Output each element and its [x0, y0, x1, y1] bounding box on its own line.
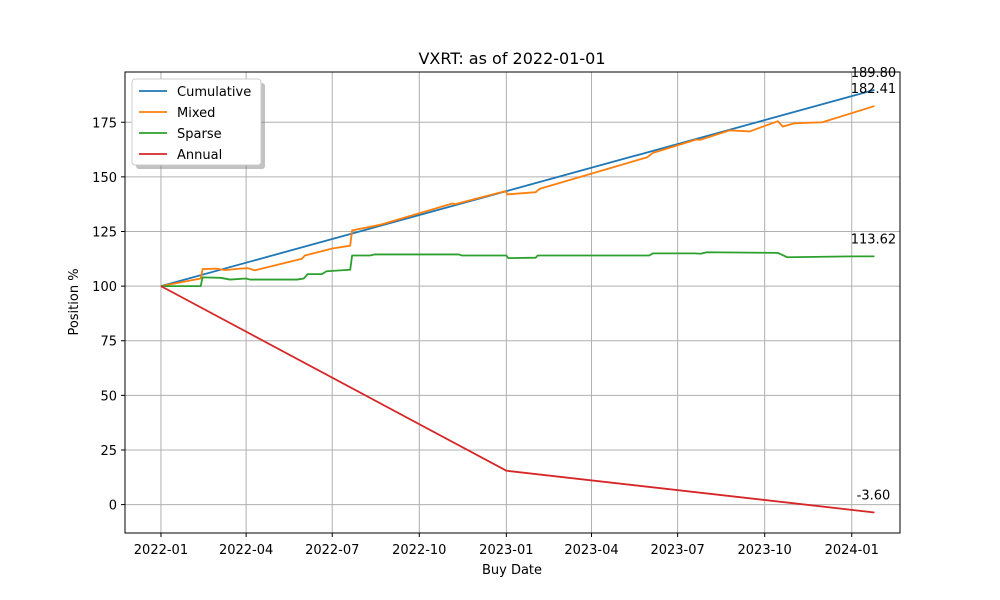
- x-tick-label: 2022-10: [392, 543, 446, 558]
- series-line-annual: [160, 285, 875, 514]
- end-label-sparse: 113.62: [851, 232, 897, 247]
- y-tick-label: 50: [100, 389, 117, 404]
- legend-label-sparse: Sparse: [177, 127, 222, 142]
- series-line-cumulative: [160, 89, 875, 287]
- x-tick-label: 2023-01: [479, 543, 533, 558]
- x-tick-label: 2023-07: [650, 543, 704, 558]
- y-tick-label: 100: [92, 280, 117, 295]
- series-line-mixed: [160, 105, 875, 287]
- x-tick-label: 2022-04: [219, 543, 273, 558]
- series-line-sparse: [160, 251, 875, 288]
- end-label-annual: -3.60: [857, 488, 891, 503]
- y-tick-label: 25: [100, 444, 117, 459]
- end-label-mixed: 182.41: [851, 82, 897, 97]
- y-tick-label: 150: [92, 171, 117, 186]
- grid: [125, 72, 900, 533]
- legend-items: Cumulative Mixed Sparse Annual: [139, 85, 251, 163]
- y-tick-label: 175: [92, 116, 117, 131]
- y-tick-label: 75: [100, 335, 117, 350]
- x-tick-label: 2022-07: [305, 543, 359, 558]
- legend-box: [131, 78, 262, 166]
- legend: Cumulative Mixed Sparse Annual: [131, 78, 265, 169]
- y-axis-label: Position %: [67, 268, 82, 335]
- x-tick-label: 2022-01: [134, 543, 188, 558]
- x-tick-label: 2024-01: [825, 543, 879, 558]
- y-tick-label: 0: [109, 499, 117, 514]
- x-tick-label: 2023-04: [564, 543, 618, 558]
- axis-ticks: 2022-01 2022-04 2022-07 2022-10 2023-01 2023-…: [92, 116, 879, 558]
- y-tick-label: 125: [92, 225, 117, 240]
- legend-label-cumulative: Cumulative: [177, 85, 251, 100]
- chart-title: VXRT: as of 2022-01-01: [418, 49, 605, 68]
- plot-frame: [124, 71, 901, 534]
- legend-label-annual: Annual: [177, 148, 222, 163]
- end-label-cumulative: 189.80: [851, 66, 897, 81]
- x-axis-label: Buy Date: [482, 563, 542, 578]
- series-lines: [160, 89, 875, 514]
- x-tick-label: 2023-10: [738, 543, 792, 558]
- legend-label-mixed: Mixed: [177, 106, 215, 121]
